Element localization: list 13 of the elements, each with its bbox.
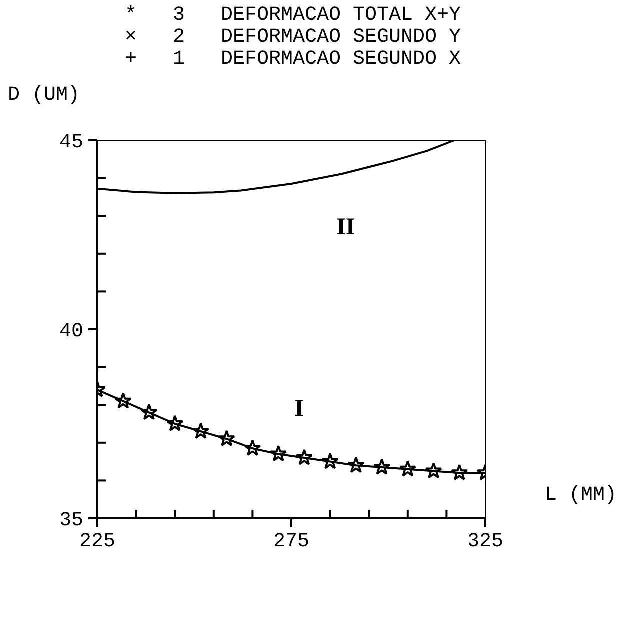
y-axis-title: D (UM) <box>8 84 80 107</box>
annotation: I <box>294 396 304 422</box>
annotation: II <box>336 214 356 240</box>
text: × 2 DEFORMACAO SEGUNDO Y <box>125 26 462 49</box>
x-tick-label: 225 <box>79 530 116 554</box>
text: * 3 DEFORMACAO TOTAL X+Y <box>125 4 462 27</box>
text: + 1 DEFORMACAO SEGUNDO X <box>125 48 462 71</box>
y-tick-label: 45 <box>59 132 84 154</box>
x-tick-label: 325 <box>467 530 504 554</box>
x-axis-title: L (MM) <box>545 484 618 507</box>
y-tick-label: 35 <box>59 510 84 532</box>
y-tick-label: 40 <box>59 320 84 344</box>
x-tick-label: 275 <box>273 530 310 554</box>
